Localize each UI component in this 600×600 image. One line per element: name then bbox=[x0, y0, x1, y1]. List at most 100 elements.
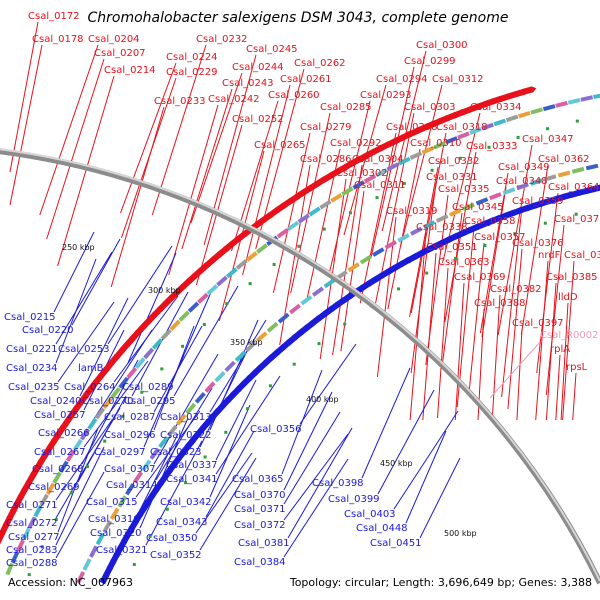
gene-label: Csal_0370 bbox=[234, 490, 286, 501]
cog-block bbox=[178, 310, 190, 322]
cog-block bbox=[516, 182, 529, 191]
gene-label: Csal_0235 bbox=[8, 382, 60, 393]
gc-mark bbox=[121, 414, 125, 418]
cog-block bbox=[197, 292, 209, 304]
label-connector bbox=[332, 164, 363, 356]
label-connector bbox=[55, 446, 105, 546]
gene-label: Csal_0382 bbox=[490, 284, 542, 295]
gc-mark bbox=[487, 145, 491, 149]
gene-label: Csal_0224 bbox=[166, 52, 218, 63]
gene-label: Csal_0292 bbox=[330, 138, 382, 149]
gene-label: Csal_0369 bbox=[454, 272, 506, 283]
gene-label: Csal_0363 bbox=[438, 257, 490, 268]
cog-block bbox=[245, 251, 258, 262]
gene-label: Csal_0283 bbox=[6, 545, 58, 556]
label-connector bbox=[173, 285, 239, 397]
label-connector bbox=[272, 132, 311, 294]
gene-label: Csal_0260 bbox=[268, 90, 320, 101]
label-connector bbox=[55, 258, 97, 364]
label-connector bbox=[39, 44, 99, 216]
gc-mark bbox=[160, 367, 164, 371]
cog-block bbox=[543, 174, 557, 182]
label-connector bbox=[283, 391, 333, 491]
cog-block bbox=[118, 376, 129, 389]
cog-block bbox=[481, 122, 494, 131]
cog-block bbox=[580, 95, 593, 102]
gene-label: Csal_0221 bbox=[6, 344, 58, 355]
cog-block bbox=[409, 151, 423, 160]
label-connector bbox=[491, 294, 501, 421]
gene-label: Csal_0350 bbox=[146, 533, 198, 544]
label-connector bbox=[83, 360, 149, 448]
cog-block bbox=[571, 166, 585, 174]
gc-mark bbox=[27, 573, 31, 577]
gene-label: Csal_0358 bbox=[464, 216, 516, 227]
gc-mark bbox=[203, 455, 207, 459]
gene-label: Csal_0381 bbox=[238, 538, 290, 549]
label-connector bbox=[195, 452, 253, 534]
label-connector bbox=[516, 328, 523, 421]
gc-mark bbox=[224, 430, 228, 434]
gene-label: Csal_0318 bbox=[436, 122, 488, 133]
cog-block bbox=[245, 340, 257, 353]
accession-text: Accession: NC_007963 bbox=[8, 576, 133, 589]
cog-block bbox=[297, 213, 310, 224]
gene-label: Csal_0295 bbox=[124, 396, 176, 407]
gc-mark bbox=[165, 507, 169, 511]
label-connector bbox=[377, 389, 435, 495]
gene-arrow bbox=[591, 184, 600, 193]
cog-block bbox=[158, 436, 169, 449]
label-connector bbox=[55, 251, 113, 345]
gene-label: rpsL bbox=[566, 362, 588, 373]
cog-block bbox=[421, 146, 435, 155]
label-connector bbox=[209, 404, 251, 498]
gene-label: Csal_0243 bbox=[222, 78, 274, 89]
gene-label: Csal_0285 bbox=[320, 102, 372, 113]
gene-label: Csal_0376 bbox=[512, 238, 564, 249]
cog-block bbox=[347, 262, 360, 273]
cog-block bbox=[323, 278, 336, 289]
cog-block bbox=[224, 360, 236, 373]
gc-mark bbox=[375, 196, 379, 200]
cog-block bbox=[76, 571, 86, 584]
cog-block bbox=[386, 162, 400, 172]
gene-label: nrdF bbox=[538, 250, 561, 261]
gene-label: rplA bbox=[550, 344, 570, 355]
gene-arrow bbox=[522, 86, 537, 95]
label-connector bbox=[419, 457, 461, 539]
gene-label: Csal_0298 bbox=[386, 122, 438, 133]
gc-mark bbox=[397, 287, 401, 291]
gene-label: Csal_0342 bbox=[160, 497, 212, 508]
gc-mark bbox=[292, 362, 296, 366]
label-connector bbox=[127, 252, 177, 364]
gene-label: Csal_R0002 bbox=[540, 330, 599, 341]
label-connector bbox=[145, 440, 203, 546]
gene-label: Csal_0334 bbox=[470, 102, 522, 113]
cog-block bbox=[256, 243, 268, 254]
cog-block bbox=[555, 101, 568, 108]
gc-mark bbox=[402, 181, 406, 185]
gene-label: Csal_0262 bbox=[294, 58, 346, 69]
gc-mark bbox=[202, 323, 206, 326]
gene-label: Csal_0372 bbox=[234, 520, 286, 531]
cog-block bbox=[398, 156, 411, 166]
gene-label: Csal_0178 bbox=[32, 34, 84, 45]
gene-label: Csal_0387 bbox=[564, 250, 600, 261]
gene-label: Csal_0268 bbox=[32, 464, 84, 475]
gene-label: Csal_0385 bbox=[546, 272, 598, 283]
cog-block bbox=[530, 178, 543, 186]
label-connector bbox=[53, 231, 95, 313]
gene-label: Csal_0267 bbox=[34, 447, 86, 458]
backbone-highlight bbox=[0, 148, 600, 582]
label-connector bbox=[281, 369, 323, 475]
cog-block bbox=[287, 220, 300, 231]
cog-block bbox=[194, 391, 206, 404]
label-connector bbox=[195, 124, 243, 286]
gene-label: Csal_0311 bbox=[354, 180, 406, 191]
label-connector bbox=[57, 301, 115, 383]
gene-label: Csal_0303 bbox=[404, 102, 456, 113]
label-connector bbox=[405, 430, 447, 524]
gene-label: Csal_0253 bbox=[58, 344, 110, 355]
label-connector bbox=[9, 44, 43, 206]
